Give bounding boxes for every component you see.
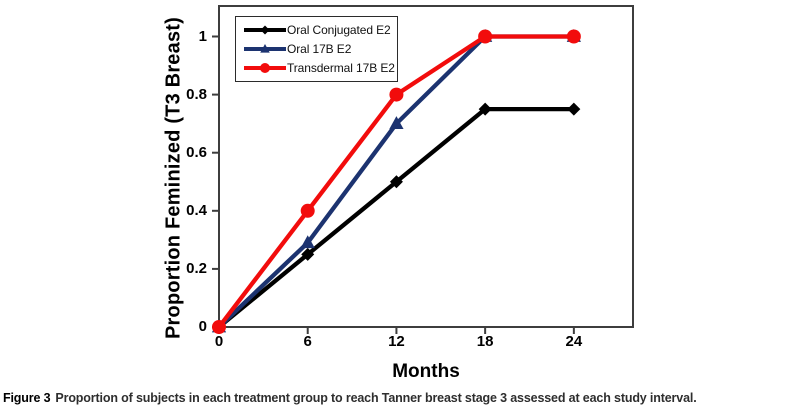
data-point-diamond [301, 247, 315, 261]
y-tick-label: 0.6 [186, 143, 207, 161]
data-point-diamond [567, 102, 581, 116]
data-point-circle [478, 29, 493, 44]
y-tick-label: 0.4 [186, 201, 207, 219]
data-point-circle [260, 63, 270, 74]
x-tick-label: 6 [303, 333, 312, 350]
chart-legend: Oral Conjugated E2 Oral 17B E2 Transdermal… [235, 16, 398, 82]
legend-item-1: Oral 17B E2 [243, 42, 397, 56]
data-point-circle [212, 320, 226, 334]
x-tick-label: 0 [214, 333, 224, 350]
plot-frame [218, 5, 634, 328]
data-point-diamond [260, 25, 270, 35]
data-point-circle [389, 87, 404, 102]
caption-prefix: Figure 3 [3, 391, 51, 405]
data-point-circle [300, 203, 315, 218]
legend-swatch-triangle-icon [244, 43, 286, 53]
data-point-triangle [300, 235, 315, 249]
y-tick-label: 0.2 [186, 259, 207, 277]
figure-caption: Figure 3 Proportion of subjects in each t… [3, 391, 795, 405]
y-tick-label: 1 [198, 27, 207, 45]
legend-swatch-circle-icon [244, 63, 286, 74]
x-tick-label: 12 [388, 333, 405, 350]
series-line-0 [216, 106, 577, 330]
data-point-circle [566, 29, 581, 44]
data-point-diamond [478, 102, 492, 116]
legend-item-0: Oral Conjugated E2 [243, 23, 397, 37]
data-point-triangle [389, 116, 404, 130]
y-tick-label: 0 [198, 318, 207, 335]
caption-body: Proportion of subjects in each treatment… [55, 391, 697, 405]
legend-label: Transdermal 17B E2 [287, 61, 395, 76]
legend-label: Oral Conjugated E2 [287, 22, 391, 37]
legend-label: Oral 17B E2 [287, 41, 352, 56]
y-tick-label: 0.8 [186, 85, 207, 103]
x-axis-title: Months [392, 361, 460, 382]
data-point-diamond [389, 175, 403, 189]
x-tick-label: 18 [476, 333, 494, 350]
data-point-triangle [260, 43, 270, 53]
legend-item-2: Transdermal 17B E2 [243, 61, 397, 75]
x-tick-label: 24 [565, 333, 583, 350]
legend-swatch-diamond-icon [244, 25, 286, 35]
